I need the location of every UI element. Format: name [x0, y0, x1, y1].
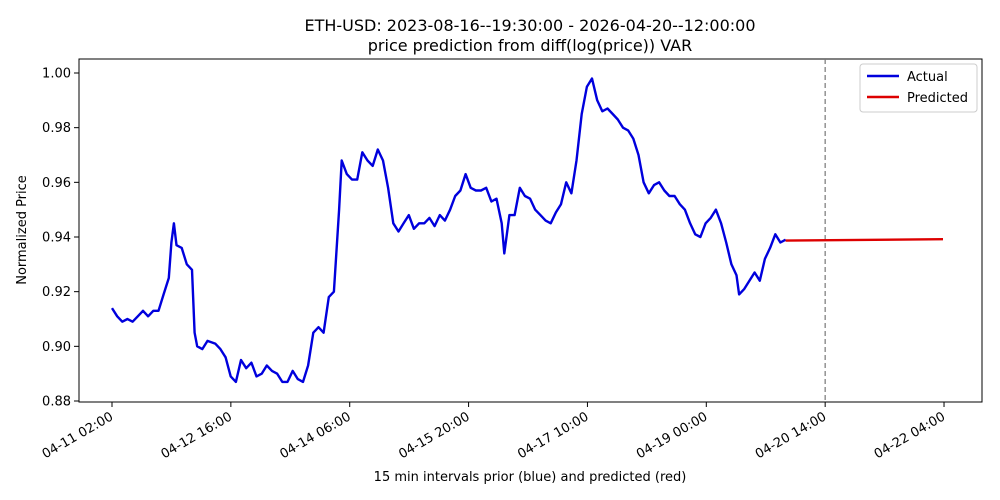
series-line-predicted: [785, 238, 944, 242]
x-tick-label: 04-14 06:00: [277, 409, 353, 462]
x-axis: 04-11 02:00 04-12 16:00 04-14 06:00 04-15 2…: [40, 402, 948, 462]
x-tick-label: 04-15 20:00: [396, 409, 472, 462]
chart-subtitle: price prediction from diff(log(price)) V…: [368, 36, 692, 55]
x-tick-label: 04-22 04:00: [872, 409, 948, 462]
y-tick-label: 0.98: [42, 121, 71, 136]
y-tick-label: 0.92: [42, 285, 71, 300]
plot-area: [78, 58, 983, 403]
x-tick-label: 04-17 10:00: [515, 409, 591, 462]
x-tick-label: 04-19 00:00: [634, 409, 710, 462]
series-layer: [110, 77, 944, 384]
y-tick-label: 0.94: [42, 231, 71, 246]
x-tick-label: 04-11 02:00: [40, 409, 116, 462]
legend: Actual Predicted: [859, 63, 978, 113]
y-tick-label: 0.88: [42, 395, 71, 410]
legend-label-predicted: Predicted: [907, 91, 968, 106]
y-tick-label: 0.96: [42, 176, 71, 191]
series-line-actual: [110, 77, 787, 384]
chart-title: ETH-USD: 2023-08-16--19:30:00 - 2026-04-…: [304, 16, 755, 35]
x-axis-label: 15 min intervals prior (blue) and predic…: [374, 470, 687, 485]
x-tick-label: 04-12 16:00: [159, 409, 235, 462]
legend-label-actual: Actual: [907, 70, 948, 85]
y-tick-label: 1.00: [42, 67, 71, 82]
y-tick-label: 0.90: [42, 340, 71, 355]
y-axis: 0.88 0.90 0.92 0.94 0.96 0.98 1.00: [42, 67, 79, 410]
x-tick-label: 04-20 14:00: [753, 409, 829, 462]
y-axis-label: Normalized Price: [15, 175, 30, 285]
